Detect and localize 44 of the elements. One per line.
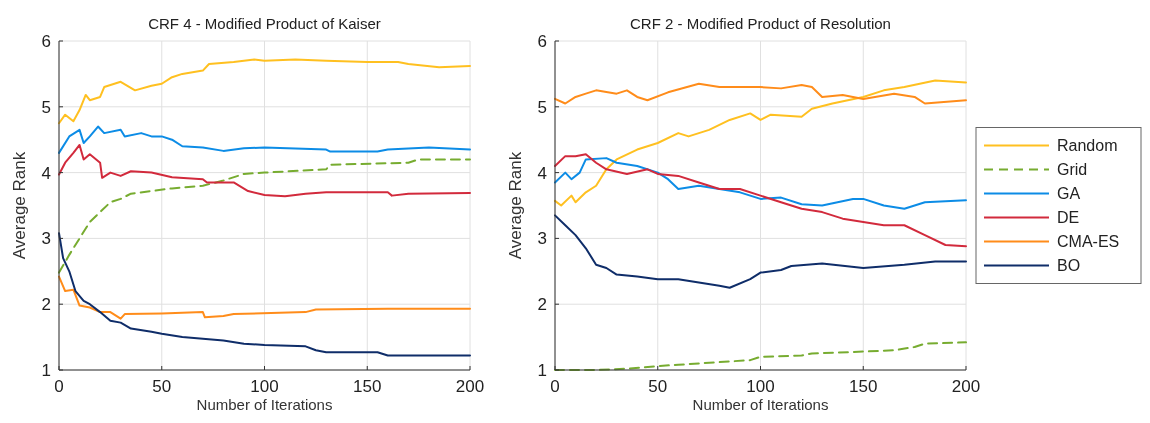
x-tick-label: 100 [250, 377, 279, 396]
line-series [58, 158, 471, 274]
chart-title: CRF 2 - Modified Product of Resolution [630, 15, 891, 32]
line-series [554, 214, 967, 289]
y-tick-label: 5 [537, 97, 547, 117]
line-series [554, 153, 967, 248]
line-series [554, 157, 967, 210]
y-tick-label: 5 [41, 97, 51, 117]
y-tick-label: 3 [41, 229, 51, 249]
x-tick-label: 150 [849, 377, 878, 396]
x-tick-label: 200 [951, 377, 981, 396]
y-tick-label: 1 [41, 360, 51, 380]
y-axis-title: Average Rank [10, 151, 29, 260]
line-series [58, 143, 471, 198]
x-tick-label: 50 [648, 377, 668, 396]
line-series [554, 82, 967, 105]
x-axis-title: Number of Iterations [692, 396, 829, 413]
legend-label: DE [1057, 209, 1080, 227]
x-tick-label: 150 [353, 377, 382, 396]
x-axis-title: Number of Iterations [196, 396, 333, 413]
legend-label: Random [1057, 137, 1118, 155]
y-tick-label: 6 [537, 31, 547, 51]
line-series [58, 125, 471, 154]
x-tick-label: 100 [746, 377, 775, 396]
x-tick-label: 50 [152, 377, 172, 396]
legend-label: GA [1057, 185, 1081, 203]
y-tick-label: 1 [537, 360, 547, 380]
y-tick-label: 4 [537, 163, 547, 183]
y-tick-label: 3 [537, 229, 547, 249]
chart-title: CRF 4 - Modified Product of Kaiser [148, 15, 381, 32]
legend-label: CMA-ES [1057, 233, 1120, 251]
line-series [554, 79, 967, 207]
line-series [58, 275, 471, 320]
y-tick-label: 6 [41, 31, 51, 51]
y-tick-label: 2 [537, 295, 547, 315]
x-tick-label: 0 [550, 377, 560, 396]
x-tick-label: 0 [54, 377, 64, 396]
legend-label: Grid [1057, 161, 1088, 179]
y-tick-label: 2 [41, 295, 51, 315]
x-tick-label: 200 [455, 377, 485, 396]
legend-label: BO [1057, 257, 1081, 275]
y-axis-title: Average Rank [506, 151, 525, 260]
y-tick-label: 4 [41, 163, 51, 183]
line-series [58, 58, 471, 125]
